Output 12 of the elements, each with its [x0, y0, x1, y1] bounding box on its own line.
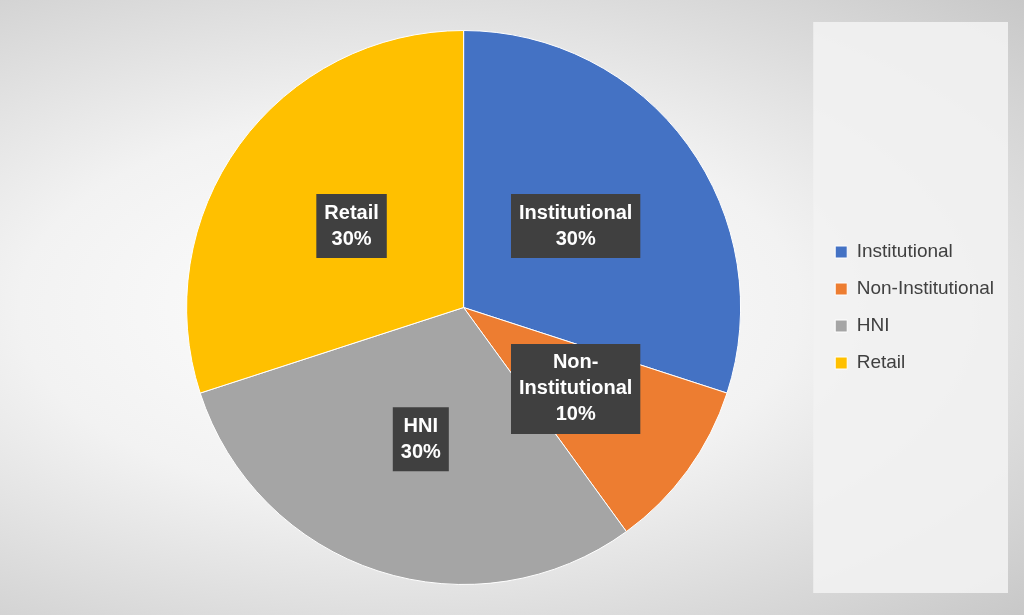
slice-label: Retail	[324, 200, 379, 223]
slice-label: HNI	[403, 413, 439, 436]
slice-label: Non-Institutional	[518, 350, 633, 399]
legend-label: Institutional	[856, 240, 953, 262]
data-label: 30%	[400, 439, 442, 462]
legend-label: Retail	[856, 351, 906, 373]
legend-label: HNI	[856, 314, 890, 336]
data-label: 30%	[331, 226, 372, 249]
data-label: 10%	[555, 402, 596, 425]
slice-label: Institutional	[518, 200, 633, 223]
data-label: 30%	[555, 226, 596, 249]
legend-label: Non-Institutional	[856, 277, 994, 299]
